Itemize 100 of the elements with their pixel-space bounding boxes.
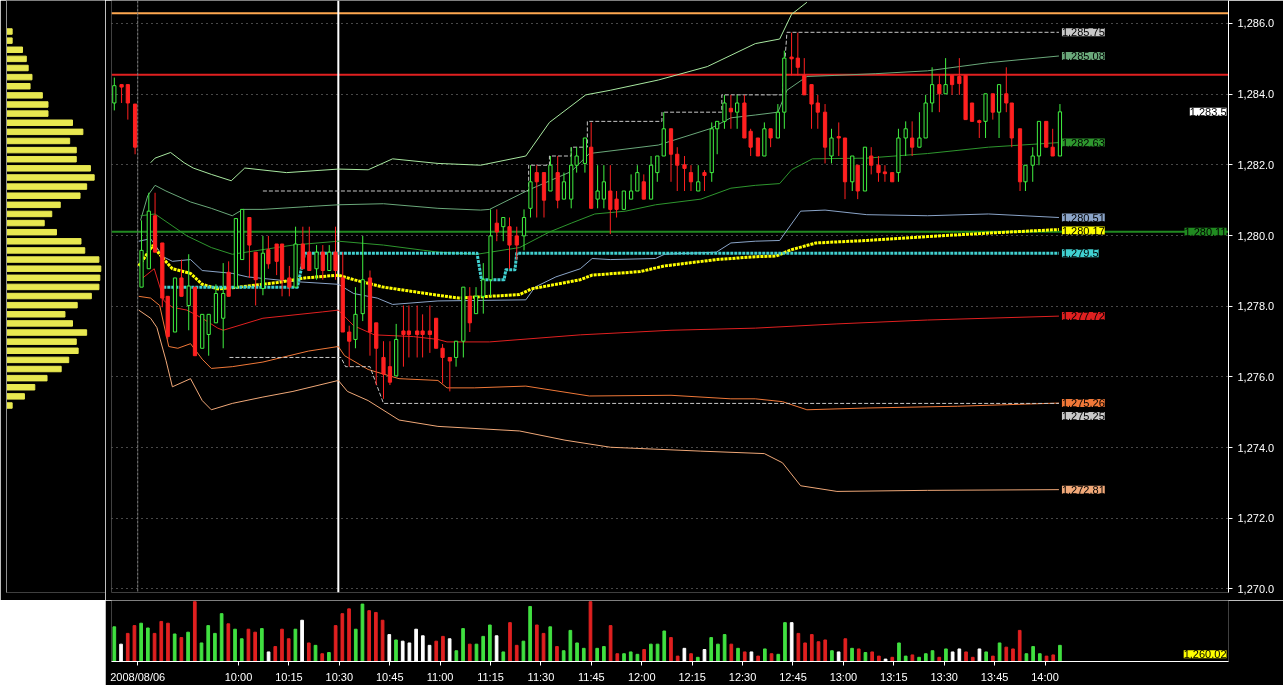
bar	[367, 610, 372, 662]
bar	[6, 73, 33, 81]
candlestick	[307, 226, 312, 272]
y-tick-label: 1,280.0	[1237, 229, 1275, 242]
candlestick	[601, 164, 606, 209]
line-series	[140, 55, 1060, 221]
bar	[6, 347, 79, 355]
bar	[6, 201, 61, 209]
text: 10:45	[375, 670, 404, 683]
bar	[910, 654, 915, 662]
bar	[796, 632, 801, 662]
bar	[467, 643, 472, 662]
candlestick	[949, 74, 955, 96]
y-tick-label: 1,270.0	[1237, 582, 1275, 595]
bar	[756, 655, 760, 662]
text: 13:45	[980, 670, 1009, 683]
bar	[534, 624, 539, 662]
bar	[843, 638, 848, 662]
bar	[602, 646, 606, 662]
bar	[441, 635, 445, 662]
bar	[850, 647, 854, 662]
candlestick	[453, 340, 459, 368]
bar	[930, 650, 935, 662]
bar	[964, 651, 968, 662]
text: 11:45	[578, 670, 605, 683]
candlestick	[206, 313, 211, 357]
bar	[689, 653, 693, 662]
bar	[541, 632, 546, 662]
bar	[152, 632, 157, 662]
bar	[655, 643, 660, 662]
candlestick	[755, 137, 761, 157]
bar	[280, 628, 284, 662]
bar	[6, 28, 13, 35]
line-series	[138, 309, 1060, 492]
data-label: 1,279.5	[1061, 247, 1099, 260]
bar	[139, 622, 143, 662]
bar	[172, 633, 177, 662]
bar	[6, 155, 77, 163]
bar	[219, 613, 224, 662]
bar	[6, 292, 92, 300]
bar	[6, 265, 102, 272]
bar	[488, 624, 492, 662]
text: 12:45	[779, 670, 807, 683]
candlestick	[789, 32, 794, 76]
bar	[146, 627, 150, 662]
text: 2008/08/06	[110, 670, 166, 683]
bar	[662, 630, 667, 662]
candlestick	[481, 262, 486, 315]
bar	[501, 651, 506, 662]
bar	[669, 637, 673, 662]
bar	[6, 165, 91, 172]
data-label: 1,277.72	[1061, 310, 1105, 323]
y-tick-label: 1,272.0	[1237, 512, 1275, 525]
text: 11:00	[426, 670, 454, 683]
candlestick	[333, 226, 338, 281]
bar	[575, 642, 579, 662]
bar	[6, 274, 101, 282]
bar	[6, 64, 29, 72]
bar	[6, 192, 81, 199]
text: 11:15	[477, 670, 504, 683]
candlestick	[1023, 164, 1028, 192]
candlestick	[327, 244, 332, 272]
bar	[622, 653, 626, 662]
bar	[783, 622, 787, 662]
bar	[970, 656, 975, 662]
bar	[286, 638, 291, 662]
candlestick	[1030, 146, 1035, 183]
bar	[394, 639, 398, 662]
bar	[112, 626, 117, 662]
bar	[6, 46, 24, 53]
bar	[213, 632, 217, 662]
line-series	[138, 295, 1060, 411]
candlestick	[802, 57, 807, 96]
y-tick-label: 1,278.0	[1237, 300, 1275, 313]
candlestick	[696, 164, 701, 192]
line-series	[262, 31, 1060, 192]
bar	[374, 611, 378, 662]
data-label: 1,275.26	[1061, 397, 1105, 410]
candlestick	[561, 172, 567, 200]
bar	[997, 642, 1002, 662]
text: 10:15	[275, 670, 303, 683]
text: 12:15	[678, 670, 706, 683]
candlestick	[903, 120, 908, 157]
candlestick	[655, 155, 660, 183]
candlestick	[688, 164, 694, 192]
bar	[897, 642, 901, 662]
bar	[803, 642, 807, 662]
bar	[6, 128, 84, 136]
bar	[6, 174, 95, 181]
bar	[1031, 646, 1035, 662]
candlestick	[675, 146, 680, 192]
bar	[206, 625, 211, 662]
bar	[6, 228, 57, 236]
bar	[890, 656, 895, 662]
candlestick	[722, 94, 727, 130]
bar	[877, 655, 881, 662]
candlestick	[628, 173, 634, 200]
text: 13:30	[930, 670, 958, 683]
data-label: 1,285.75	[1061, 26, 1105, 39]
bar	[6, 238, 82, 245]
